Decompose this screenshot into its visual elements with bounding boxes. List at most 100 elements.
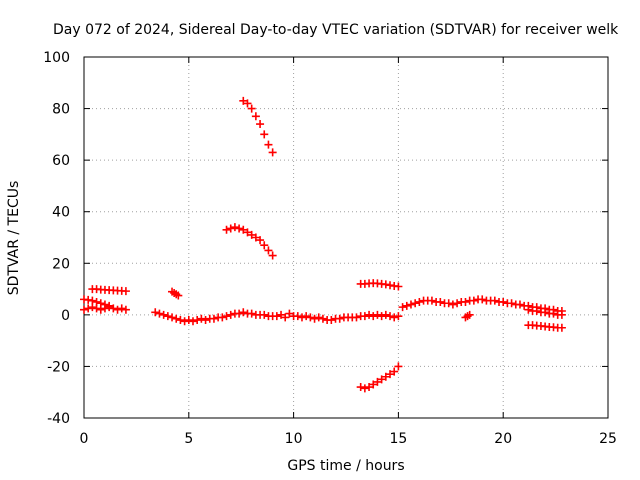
data-points bbox=[80, 96, 566, 393]
data-point bbox=[381, 310, 390, 319]
data-point bbox=[360, 384, 369, 393]
chart-title: Day 072 of 2024, Sidereal Day-to-day VTE… bbox=[53, 22, 619, 38]
x-tick-label: 25 bbox=[599, 431, 617, 447]
data-point bbox=[507, 299, 516, 308]
data-point bbox=[394, 312, 403, 321]
series-arc-33 bbox=[222, 223, 277, 260]
y-tick-label: -40 bbox=[47, 411, 70, 427]
data-point bbox=[478, 295, 487, 304]
data-point bbox=[541, 308, 550, 317]
data-point bbox=[201, 316, 210, 325]
data-point bbox=[377, 312, 386, 321]
data-point bbox=[172, 314, 181, 323]
data-point bbox=[394, 282, 403, 291]
data-point bbox=[469, 296, 478, 305]
data-point bbox=[117, 304, 126, 313]
data-point bbox=[121, 287, 130, 296]
data-point bbox=[92, 297, 101, 306]
data-point bbox=[268, 251, 277, 260]
data-point bbox=[243, 99, 252, 108]
series-mid-12 bbox=[356, 279, 403, 291]
data-point bbox=[168, 313, 177, 322]
data-point bbox=[96, 299, 105, 308]
data-point bbox=[239, 308, 248, 317]
y-tick-label: -20 bbox=[47, 359, 70, 375]
data-point bbox=[377, 375, 386, 384]
data-point bbox=[105, 301, 114, 310]
data-point bbox=[226, 224, 235, 233]
data-point bbox=[88, 296, 97, 305]
series-late-low bbox=[524, 321, 566, 332]
series-early-decay bbox=[80, 295, 114, 310]
data-point bbox=[415, 297, 424, 306]
data-point bbox=[239, 225, 248, 234]
data-point bbox=[264, 246, 273, 255]
data-point bbox=[235, 309, 244, 318]
y-axis-label: SDTVAR / TECUs bbox=[6, 181, 22, 296]
data-point bbox=[235, 224, 244, 233]
data-point bbox=[293, 312, 302, 321]
data-point bbox=[277, 310, 286, 319]
data-point bbox=[151, 308, 160, 317]
data-point bbox=[163, 312, 172, 321]
data-point bbox=[218, 313, 227, 322]
data-point bbox=[356, 383, 365, 392]
data-point bbox=[352, 313, 361, 322]
data-point bbox=[386, 370, 395, 379]
axis-ticks bbox=[83, 56, 609, 419]
data-point bbox=[369, 380, 378, 389]
data-point bbox=[239, 96, 248, 105]
y-tick-label: 60 bbox=[52, 153, 70, 169]
data-point bbox=[159, 310, 168, 319]
data-point bbox=[427, 296, 436, 305]
data-point bbox=[80, 305, 88, 314]
data-point bbox=[461, 297, 470, 306]
data-point bbox=[188, 317, 197, 326]
series-drop-82 bbox=[239, 96, 277, 157]
data-point bbox=[302, 312, 311, 321]
data-point bbox=[251, 233, 260, 242]
data-point bbox=[247, 309, 256, 318]
data-point bbox=[281, 313, 290, 322]
data-point bbox=[260, 130, 269, 139]
data-point bbox=[327, 316, 336, 325]
data-point bbox=[411, 299, 420, 308]
data-point bbox=[515, 300, 524, 309]
data-point bbox=[260, 241, 269, 250]
data-point bbox=[318, 314, 327, 323]
data-point bbox=[360, 312, 369, 321]
data-point bbox=[247, 230, 256, 239]
data-point bbox=[84, 304, 93, 313]
series-early-high bbox=[88, 285, 130, 296]
data-point bbox=[100, 300, 109, 309]
data-point bbox=[390, 367, 399, 376]
data-point bbox=[230, 223, 239, 232]
data-point bbox=[402, 301, 411, 310]
data-point bbox=[174, 291, 183, 300]
data-point bbox=[373, 310, 382, 319]
data-point bbox=[264, 140, 273, 149]
data-point bbox=[310, 314, 319, 323]
data-point bbox=[285, 309, 294, 318]
data-point bbox=[176, 316, 185, 325]
y-tick-label: 100 bbox=[43, 50, 70, 66]
data-point bbox=[549, 309, 558, 318]
data-point bbox=[193, 316, 202, 325]
x-axis-label: GPS time / hours bbox=[287, 458, 404, 474]
x-tick-label: 5 bbox=[184, 431, 193, 447]
data-point bbox=[297, 313, 306, 322]
data-point bbox=[499, 297, 508, 306]
data-point bbox=[247, 104, 256, 113]
data-point bbox=[394, 362, 403, 371]
grid bbox=[84, 57, 608, 418]
data-point bbox=[448, 300, 457, 309]
series-blip-4 bbox=[168, 287, 183, 300]
data-point bbox=[465, 310, 474, 319]
data-point bbox=[335, 314, 344, 323]
data-point bbox=[197, 314, 206, 323]
data-point bbox=[386, 312, 395, 321]
y-tick-label: 80 bbox=[52, 102, 70, 118]
data-point bbox=[243, 228, 252, 237]
data-point bbox=[365, 383, 374, 392]
